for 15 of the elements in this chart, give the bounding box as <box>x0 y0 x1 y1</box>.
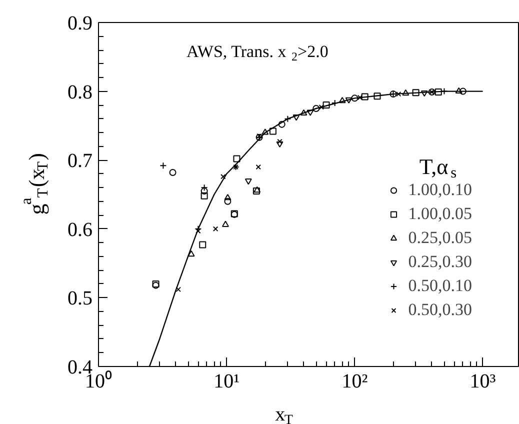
y-tick-label: 0.7 <box>68 150 92 172</box>
y-tick-label: 0.9 <box>68 12 92 34</box>
x-tick-label: 10³ <box>470 370 496 392</box>
legend-label: 1.00,0.10 <box>408 180 472 200</box>
legend-label: 0.25,0.30 <box>408 252 472 272</box>
legend-label: 1.00,0.05 <box>408 204 472 224</box>
y-tick-label: 0.5 <box>68 288 92 310</box>
legend-label: 0.50,0.30 <box>408 300 472 320</box>
x-tick-label: 10² <box>342 370 368 392</box>
x-tick-label: 10¹ <box>214 370 240 392</box>
y-tick-label: 0.6 <box>68 218 92 241</box>
y-axis-title: gaT(xT) <box>18 153 52 215</box>
legend-label: 0.25,0.05 <box>408 228 472 248</box>
y-tick-label: 0.8 <box>68 81 92 104</box>
legend-label: 0.50,0.10 <box>408 276 472 296</box>
